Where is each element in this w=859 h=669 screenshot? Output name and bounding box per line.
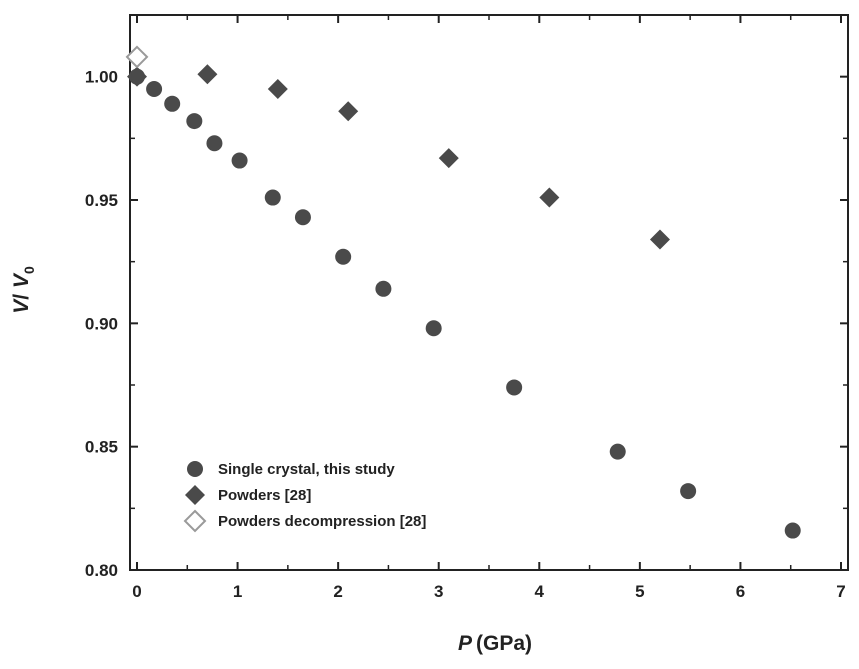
data-point: [206, 135, 223, 152]
data-point: [146, 81, 163, 97]
plot-area: [129, 14, 849, 571]
data-point: [294, 209, 311, 226]
data-point: [129, 68, 145, 85]
legend-label: Powders decompression [28]: [218, 513, 426, 530]
legend: Single crystal, this study Powders [28] Po…: [183, 461, 426, 533]
data-point: [338, 101, 359, 122]
data-point: [264, 189, 281, 206]
legend-marker: [183, 509, 207, 533]
y-tick-label: 0.85: [85, 438, 118, 457]
data-point: [186, 113, 203, 130]
data-point: [267, 79, 288, 99]
x-tick-label: 1: [233, 582, 242, 601]
y-tick-label: 0.95: [85, 191, 118, 210]
x-tick-label: 2: [333, 582, 342, 601]
y-tick-label: 0.90: [85, 314, 118, 333]
data-point: [680, 483, 697, 500]
x-tick-label: 3: [434, 582, 443, 601]
y-axis-title-subscript: 0: [21, 266, 37, 274]
data-point: [425, 320, 442, 337]
data-point: [335, 248, 352, 265]
y-axis-title-slash: /: [10, 288, 33, 300]
y-tick-label: 0.80: [85, 561, 118, 580]
legend-marker: [187, 461, 203, 477]
legend-label: Single crystal, this study: [218, 461, 395, 478]
y-axis-title: V/ V0: [10, 266, 37, 314]
x-tick-label: 7: [836, 582, 845, 601]
data-point: [609, 443, 626, 460]
x-tick-label: 5: [635, 582, 644, 601]
x-axis-ticks: 0 1 2 3 4 5 6 7: [132, 15, 846, 601]
x-axis-title-var: P: [458, 632, 473, 655]
data-point: [164, 95, 181, 112]
data-point: [438, 148, 459, 169]
data-point: [506, 379, 523, 396]
data-point: [125, 45, 149, 69]
x-tick-label: 4: [535, 582, 545, 601]
y-axis-title-v: V: [10, 298, 33, 314]
x-axis-title: P (GPa): [458, 632, 532, 655]
legend-marker: [185, 485, 205, 505]
data-point: [231, 152, 248, 169]
x-axis-title-unit: (GPa): [476, 632, 532, 655]
data-point: [649, 229, 670, 250]
data-point: [197, 64, 218, 85]
x-tick-label: 0: [132, 582, 141, 601]
data-point: [375, 280, 392, 297]
y-axis-title-v0: V: [10, 272, 33, 288]
data-points: [125, 45, 801, 539]
x-tick-label: 6: [736, 582, 745, 601]
legend-label: Powders [28]: [218, 487, 311, 504]
y-tick-label: 1.00: [85, 68, 118, 87]
data-point: [539, 187, 560, 208]
data-point: [784, 522, 801, 539]
